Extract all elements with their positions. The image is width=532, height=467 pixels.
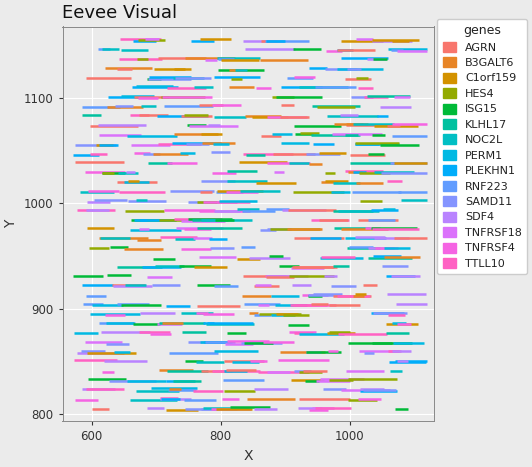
Text: Eevee Visual: Eevee Visual bbox=[62, 4, 178, 22]
Legend: AGRN, B3GALT6, C1orf159, HES4, ISG15, KLHL17, NOC2L, PERM1, PLEKHN1, RNF223, SAM: AGRN, B3GALT6, C1orf159, HES4, ISG15, KL… bbox=[437, 19, 527, 275]
X-axis label: X: X bbox=[243, 449, 253, 463]
Y-axis label: Y: Y bbox=[4, 219, 18, 228]
